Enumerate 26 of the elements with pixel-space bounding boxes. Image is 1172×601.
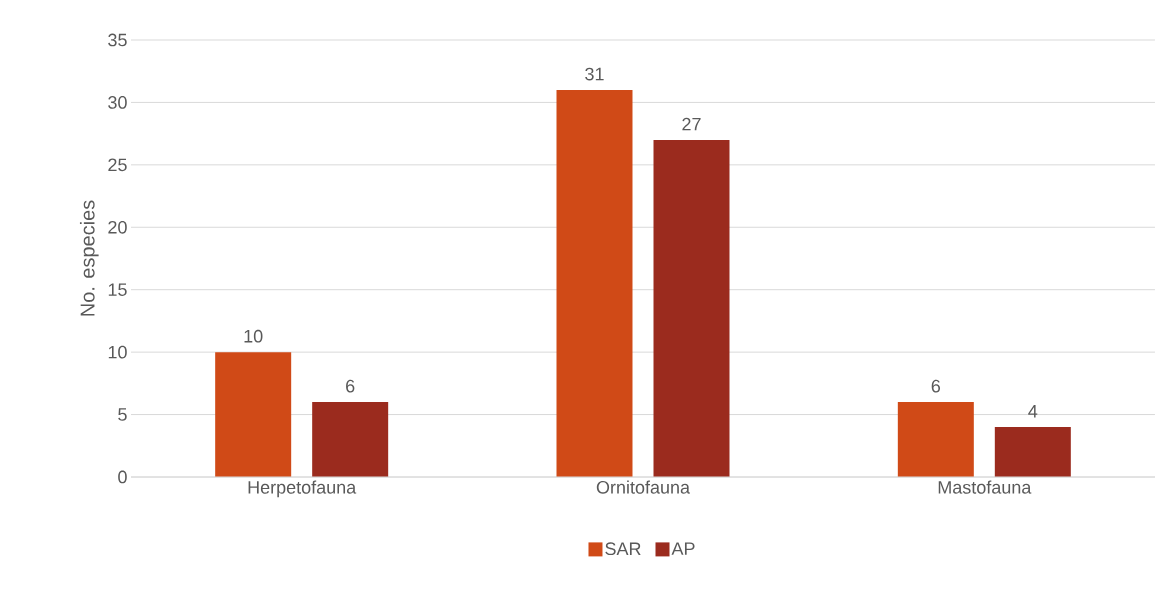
bar xyxy=(653,139,730,477)
x-tick-label: Herpetofauna xyxy=(248,480,357,498)
y-tick-label: 5 xyxy=(118,408,127,421)
data-label: 27 xyxy=(682,117,701,131)
y-tick-label: 0 xyxy=(118,470,127,484)
y-tick-label: 20 xyxy=(108,220,127,234)
data-label: 4 xyxy=(1028,405,1038,418)
data-label: 10 xyxy=(244,329,263,343)
y-axis-title: No. especies xyxy=(79,200,99,316)
y-tick-label: 10 xyxy=(108,345,127,359)
legend-label: AP xyxy=(671,542,695,555)
y-tick-label: 30 xyxy=(108,96,127,109)
bar xyxy=(994,427,1071,477)
x-tick-label: Mastofauna xyxy=(938,480,1032,494)
data-label: 31 xyxy=(585,67,604,81)
legend-label: SAR xyxy=(605,542,641,556)
y-tick-label: 25 xyxy=(108,158,127,172)
x-tick-label: Ornitofauna xyxy=(596,480,691,494)
bar xyxy=(897,402,974,477)
bar xyxy=(312,402,389,477)
bar xyxy=(556,89,633,477)
data-label: 6 xyxy=(931,379,941,393)
y-tick-label: 15 xyxy=(108,283,127,296)
data-label: 6 xyxy=(346,379,355,393)
bar xyxy=(215,352,292,477)
y-tick-label: 35 xyxy=(108,33,127,47)
